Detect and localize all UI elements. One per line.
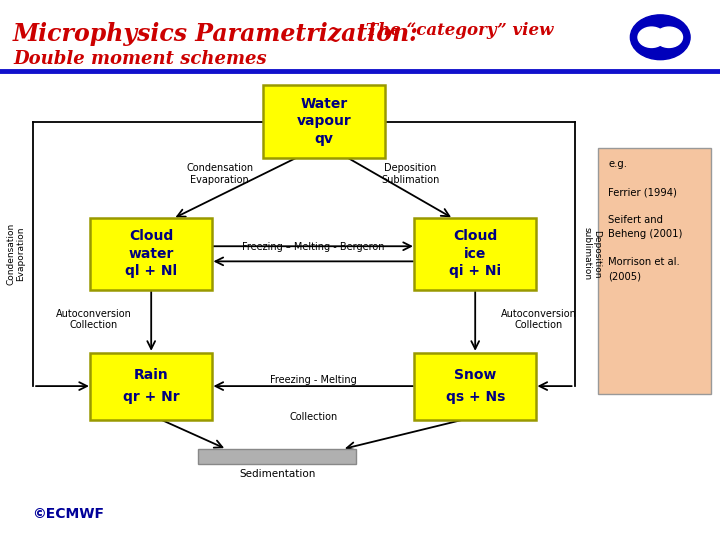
Text: Condensation
Evaporation: Condensation Evaporation xyxy=(186,163,253,185)
Text: Autoconversion
Collection: Autoconversion Collection xyxy=(500,309,577,330)
FancyBboxPatch shape xyxy=(415,218,536,290)
Text: Snow: Snow xyxy=(454,368,496,382)
Text: qv: qv xyxy=(315,132,333,146)
Text: Freezing - Melting: Freezing - Melting xyxy=(270,375,356,384)
Text: Autoconversion
Collection: Autoconversion Collection xyxy=(55,309,132,330)
Text: Microphysics Parametrization:: Microphysics Parametrization: xyxy=(13,22,419,45)
FancyBboxPatch shape xyxy=(415,353,536,420)
Circle shape xyxy=(638,27,665,48)
Text: qs + Ns: qs + Ns xyxy=(446,390,505,404)
Text: Sedimentation: Sedimentation xyxy=(239,469,315,479)
Text: Cloud: Cloud xyxy=(129,230,174,243)
Text: Deposition
sublimation: Deposition sublimation xyxy=(582,227,601,280)
Text: Freezing – Melting - Bergeron: Freezing – Melting - Bergeron xyxy=(242,242,384,252)
Text: qi + Ni: qi + Ni xyxy=(449,265,501,278)
Text: Double moment schemes: Double moment schemes xyxy=(13,50,266,68)
Text: vapour: vapour xyxy=(297,114,351,129)
Text: Cloud: Cloud xyxy=(453,230,498,243)
Text: The “category” view: The “category” view xyxy=(360,22,554,38)
Text: water: water xyxy=(128,247,174,261)
Text: Water: Water xyxy=(300,97,348,111)
Text: qr + Nr: qr + Nr xyxy=(123,390,179,404)
Text: Condensation
Evaporation: Condensation Evaporation xyxy=(6,222,25,285)
Text: ql + Nl: ql + Nl xyxy=(125,265,177,278)
Circle shape xyxy=(631,15,690,59)
FancyBboxPatch shape xyxy=(598,148,711,394)
Text: ice: ice xyxy=(464,247,487,261)
Text: Deposition
Sublimation: Deposition Sublimation xyxy=(381,163,440,185)
Text: Rain: Rain xyxy=(134,368,168,382)
Text: Collection: Collection xyxy=(289,412,338,422)
Text: ©ECMWF: ©ECMWF xyxy=(32,507,104,521)
FancyBboxPatch shape xyxy=(91,353,212,420)
FancyBboxPatch shape xyxy=(91,218,212,290)
FancyBboxPatch shape xyxy=(264,85,384,158)
Circle shape xyxy=(655,27,683,48)
Text: e.g.

Ferrier (1994)

Seifert and
Beheng (2001)

Morrison et al.
(2005): e.g. Ferrier (1994) Seifert and Beheng (… xyxy=(608,159,683,281)
FancyBboxPatch shape xyxy=(198,449,356,464)
